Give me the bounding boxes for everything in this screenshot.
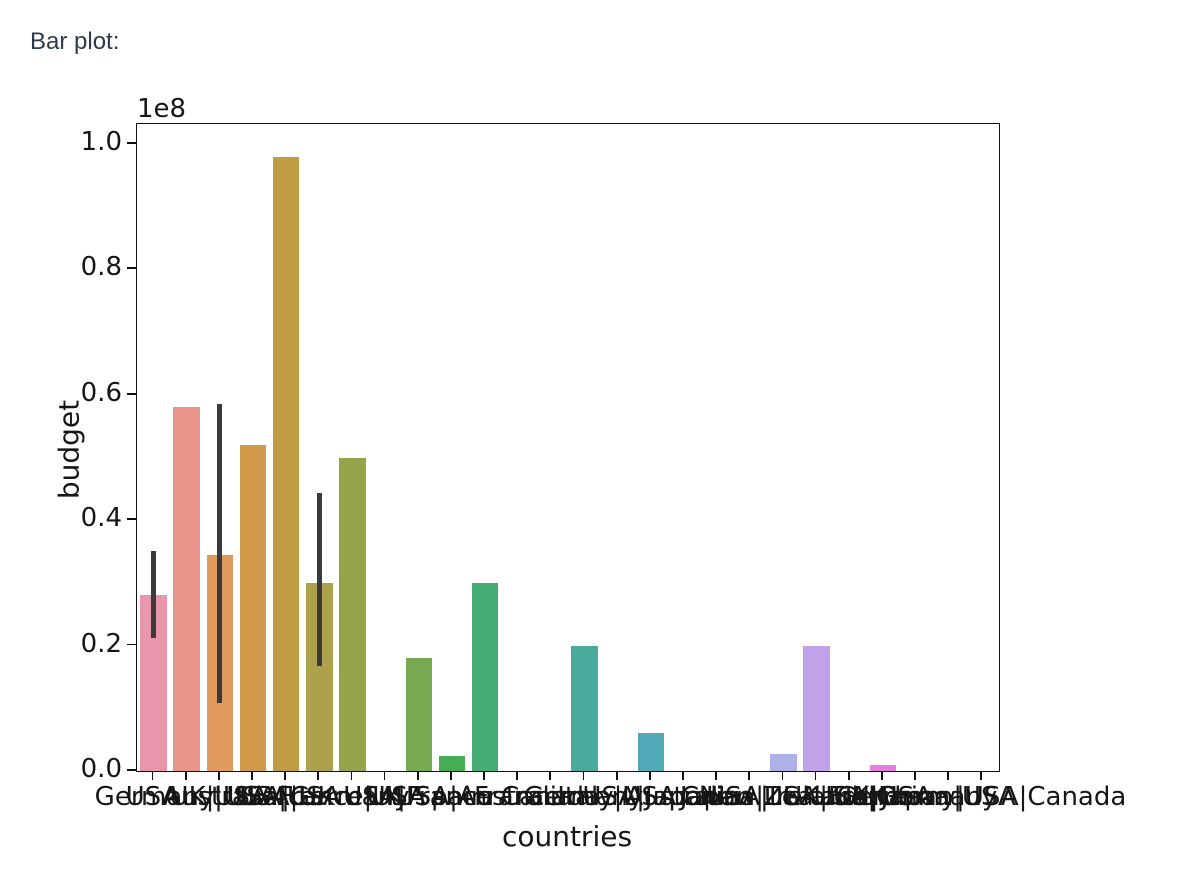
y-tick-label: 1.0 <box>80 127 122 157</box>
y-tick-mark <box>127 518 136 520</box>
y-tick-label: 0.8 <box>80 252 122 283</box>
error-bar-USA <box>151 550 157 639</box>
y-tick-mark <box>127 769 136 771</box>
bar-Australia|USA <box>239 444 267 771</box>
x-tick-label: USA|Ireland <box>706 782 859 812</box>
x-tick-mark <box>449 771 452 780</box>
x-tick-mark <box>151 771 154 780</box>
bar-USA|Japan <box>637 733 665 771</box>
y-axis-offset-text: 1e8 <box>137 94 187 124</box>
x-tick-mark <box>648 771 651 780</box>
bar-USA|France <box>405 658 433 771</box>
bar-USA|Ireland <box>770 754 797 771</box>
x-tick-mark <box>383 771 386 780</box>
x-tick-mark <box>582 771 585 780</box>
x-tick-mark <box>317 771 320 780</box>
x-tick-mark <box>880 771 883 780</box>
x-tick-mark <box>947 771 950 780</box>
x-tick-mark <box>682 771 684 780</box>
bar-New Zealand|USA <box>803 645 830 771</box>
y-tick-mark <box>127 267 136 270</box>
x-tick-mark <box>284 771 286 780</box>
y-tick-label: 0.0 <box>80 754 122 784</box>
x-tick-label: UK|France <box>783 782 915 812</box>
x-tick-mark <box>483 771 485 780</box>
x-axis-label: countries <box>501 820 633 853</box>
x-tick-label: Australia|USA <box>163 782 341 812</box>
bar-Spain <box>438 755 466 771</box>
x-tick-label: USA|Japan <box>582 782 718 812</box>
error-bar-USA|Germany <box>316 493 322 667</box>
x-tick-label: Japan <box>679 782 753 812</box>
x-tick-label: USA|China <box>813 782 951 812</box>
x-tick-label: Japan|USA <box>880 782 1016 812</box>
x-tick-label: USA|UK <box>235 782 335 812</box>
bar-Germany|USA <box>173 407 200 771</box>
x-tick-mark <box>980 771 983 780</box>
axes-area <box>136 123 1000 772</box>
x-tick-label: New Zealand|USA <box>698 782 933 812</box>
x-tick-label: UK|Germany <box>832 782 998 812</box>
y-tick-mark <box>127 643 136 646</box>
x-tick-label: Spain <box>414 782 488 812</box>
x-tick-mark <box>217 771 220 780</box>
page-title: Bar plot: <box>30 28 120 55</box>
x-tick-label: USA <box>125 782 180 812</box>
bar-France|USA <box>339 457 366 771</box>
x-tick-label: Germany|USA <box>94 782 277 812</box>
y-tick-mark <box>127 142 136 144</box>
x-tick-label: Germany <box>523 782 644 812</box>
bar-USA|UK <box>272 156 300 771</box>
x-tick-mark <box>615 771 618 780</box>
x-tick-mark <box>781 771 784 780</box>
y-tick-label: 0.6 <box>80 377 122 408</box>
y-tick-label: 0.2 <box>80 628 122 659</box>
x-tick-mark <box>914 771 916 780</box>
x-tick-label: France <box>474 782 561 812</box>
x-tick-label: UK <box>366 782 403 812</box>
x-tick-label: China|USA <box>680 782 818 812</box>
error-bar-UK|USA <box>217 404 223 704</box>
x-tick-mark <box>184 771 187 780</box>
x-tick-mark <box>814 771 817 780</box>
x-tick-label: France|USA <box>276 782 427 812</box>
bar-USA|China <box>869 764 897 771</box>
y-axis-label: budget <box>52 399 86 500</box>
x-tick-label: Canada <box>500 782 600 812</box>
y-tick-mark <box>127 392 136 395</box>
x-tick-mark <box>516 771 519 780</box>
x-tick-mark <box>748 771 751 780</box>
x-tick-mark <box>416 771 419 780</box>
x-tick-mark <box>715 771 717 780</box>
x-tick-label: USA|France <box>343 782 493 812</box>
bar-USA|Australia <box>471 582 499 771</box>
x-tick-mark <box>251 771 253 780</box>
x-tick-label: Australia <box>625 782 741 812</box>
bar-Germany <box>571 645 598 771</box>
x-tick-mark <box>549 771 552 780</box>
x-tick-mark <box>350 771 353 780</box>
x-tick-label: USA|Germany <box>227 782 410 812</box>
x-tick-label: UK|USA <box>169 782 269 812</box>
x-tick-label: Italy|USA <box>557 782 677 812</box>
x-tick-mark <box>847 771 850 780</box>
x-tick-label: USA|Australia <box>395 782 573 812</box>
y-tick-label: 0.4 <box>80 503 122 534</box>
x-tick-label: Germany|USA|Canada <box>836 782 1127 812</box>
